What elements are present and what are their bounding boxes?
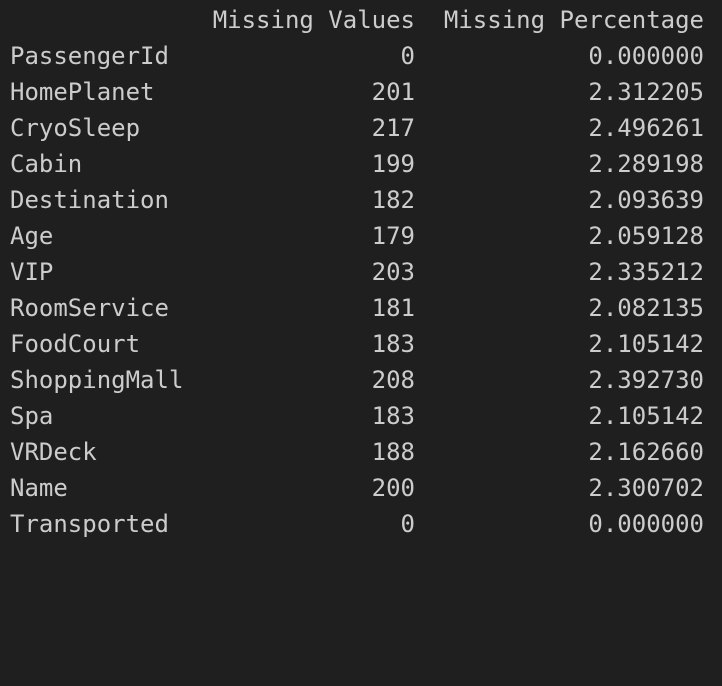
missing-percentage-cell: 2.335212 (588, 258, 704, 286)
missing-percentage-cell: 2.289198 (588, 150, 704, 178)
header-row: Missing Values Missing Percentage (0, 2, 722, 38)
table-row: HomePlanet 201 2.312205 (0, 74, 722, 110)
missing-values-cell: 0 (400, 42, 415, 70)
missing-percentage-cell: 2.105142 (588, 330, 704, 358)
row-label: Name (10, 474, 68, 502)
row-label: CryoSleep (10, 114, 141, 142)
table-row: PassengerId 0 0.000000 (0, 38, 722, 74)
table-row: Cabin 199 2.289198 (0, 146, 722, 182)
table-row: VRDeck 188 2.162660 (0, 434, 722, 470)
missing-values-cell: 183 (371, 330, 415, 358)
row-label: RoomService (10, 294, 169, 322)
table-row: ShoppingMall 208 2.392730 (0, 362, 722, 398)
missing-values-cell: 200 (371, 474, 415, 502)
row-label: HomePlanet (10, 78, 155, 106)
missing-values-cell: 217 (371, 114, 415, 142)
table-row: CryoSleep 217 2.496261 (0, 110, 722, 146)
row-label: Destination (10, 186, 169, 214)
row-label: Spa (10, 402, 54, 430)
table-row: VIP 203 2.335212 (0, 254, 722, 290)
missing-values-cell: 201 (371, 78, 415, 106)
table-row: Spa 183 2.105142 (0, 398, 722, 434)
dataframe-output: Missing Values Missing Percentage Passen… (0, 2, 722, 542)
missing-percentage-cell: 2.300702 (588, 474, 704, 502)
table-row: Transported 0 0.000000 (0, 506, 722, 542)
missing-values-cell: 183 (371, 402, 415, 430)
missing-percentage-cell: 2.162660 (588, 438, 704, 466)
table-row: Destination 182 2.093639 (0, 182, 722, 218)
missing-values-cell: 203 (371, 258, 415, 286)
missing-values-cell: 182 (371, 186, 415, 214)
table-row: RoomService 181 2.082135 (0, 290, 722, 326)
row-label: VIP (10, 258, 54, 286)
missing-values-cell: 0 (400, 510, 415, 538)
missing-values-cell: 188 (371, 438, 415, 466)
missing-percentage-cell: 2.496261 (588, 114, 704, 142)
missing-percentage-cell: 2.059128 (588, 222, 704, 250)
row-label: Cabin (10, 150, 83, 178)
missing-percentage-cell: 2.392730 (588, 366, 704, 394)
missing-percentage-cell: 2.082135 (588, 294, 704, 322)
missing-values-cell: 199 (371, 150, 415, 178)
missing-percentage-cell: 0.000000 (588, 42, 704, 70)
missing-percentage-cell: 2.093639 (588, 186, 704, 214)
row-label: ShoppingMall (10, 366, 184, 394)
missing-values-cell: 179 (371, 222, 415, 250)
table-row: FoodCourt 183 2.105142 (0, 326, 722, 362)
row-label: FoodCourt (10, 330, 141, 358)
row-label: VRDeck (10, 438, 97, 466)
header-missing-values: Missing Values (212, 6, 415, 34)
table-row: Age 179 2.059128 (0, 218, 722, 254)
missing-percentage-cell: 2.105142 (588, 402, 704, 430)
header-missing-percentage: Missing Percentage (443, 6, 704, 34)
row-label: Transported (10, 510, 169, 538)
missing-percentage-cell: 0.000000 (588, 510, 704, 538)
row-label: Age (10, 222, 54, 250)
table-row: Name 200 2.300702 (0, 470, 722, 506)
row-label: PassengerId (10, 42, 169, 70)
missing-values-cell: 181 (371, 294, 415, 322)
missing-percentage-cell: 2.312205 (588, 78, 704, 106)
missing-values-cell: 208 (371, 366, 415, 394)
